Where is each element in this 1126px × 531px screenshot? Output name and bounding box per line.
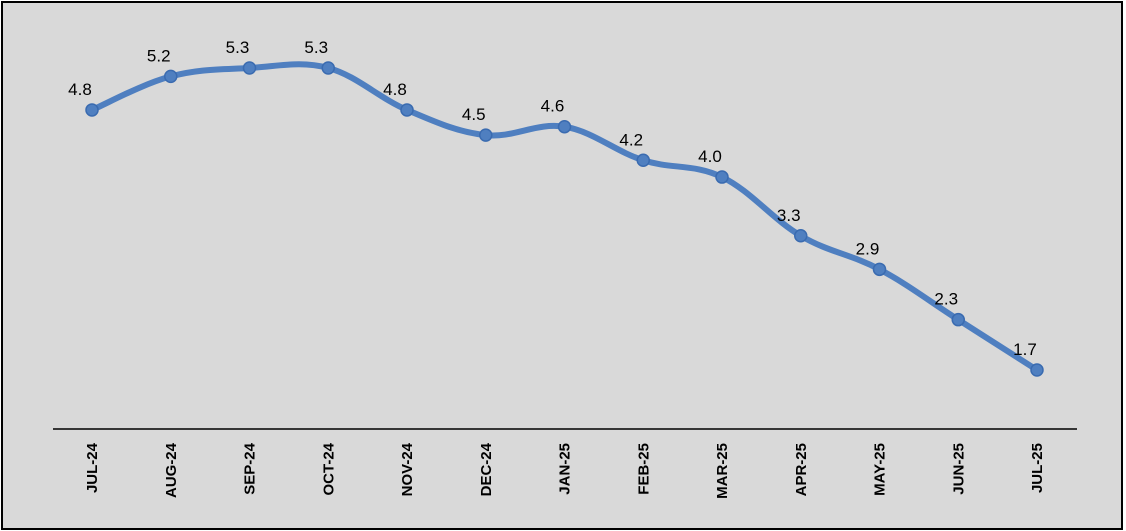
- data-label-sep-24: 5.3: [226, 38, 250, 57]
- data-label-nov-24: 4.8: [383, 80, 407, 99]
- data-point-may-25: [872, 262, 887, 277]
- data-labels: 4.8 5.2 5.3 5.3 4.8 4.5 4.6 4.2 4.0 3.3 2.9 2.3 1.7: [68, 38, 1037, 359]
- data-label-jul-25: 1.7: [1013, 340, 1037, 359]
- data-point-feb-25: [636, 153, 650, 168]
- data-label-jun-25: 2.3: [934, 290, 958, 309]
- x-tick-label-feb-25: FEB-25: [635, 443, 652, 495]
- x-axis-ticks: JUL-24 AUG-24 SEP-24 OCT-24 NOV-24 DEC-24 JAN-…: [84, 442, 1046, 499]
- data-point-oct-24: [321, 61, 335, 75]
- data-markers: [85, 61, 1044, 377]
- x-tick-label-nov-24: NOV-24: [399, 442, 416, 496]
- data-point-mar-25: [715, 170, 729, 184]
- data-label-oct-24: 5.3: [304, 38, 328, 57]
- data-label-aug-24: 5.2: [147, 46, 171, 65]
- data-point-dec-24: [479, 128, 493, 142]
- data-point-apr-25: [794, 229, 808, 243]
- data-point-jul-24: [85, 103, 99, 117]
- x-tick-label-apr-25: APR-25: [793, 443, 810, 496]
- data-point-nov-24: [400, 103, 414, 117]
- x-tick-label-jan-25: JAN-25: [557, 443, 574, 495]
- x-tick-label-mar-25: MAR-25: [714, 443, 731, 499]
- x-tick-label-jun-25: JUN-25: [950, 443, 967, 495]
- data-point-jul-25: [1030, 363, 1044, 377]
- line-chart: JUL-24 AUG-24 SEP-24 OCT-24 NOV-24 DEC-24 JAN-…: [53, 38, 1077, 499]
- data-label-mar-25: 4.0: [698, 147, 722, 166]
- x-tick-label-jul-25: JUL-25: [1029, 443, 1046, 493]
- data-label-feb-25: 4.2: [619, 130, 643, 149]
- data-point-sep-24: [242, 61, 257, 75]
- x-tick-label-jul-24: JUL-24: [84, 442, 101, 493]
- data-point-jan-25: [557, 119, 572, 134]
- data-point-aug-24: [164, 69, 178, 84]
- x-tick-label-aug-24: AUG-24: [163, 442, 180, 498]
- x-tick-label-dec-24: DEC-24: [478, 442, 495, 496]
- data-label-jul-24: 4.8: [68, 80, 92, 99]
- series-line: [89, 61, 1040, 373]
- x-tick-label-oct-24: OCT-24: [320, 442, 337, 495]
- data-label-may-25: 2.9: [856, 239, 880, 258]
- data-label-apr-25: 3.3: [777, 206, 801, 225]
- data-label-dec-24: 4.5: [462, 105, 486, 124]
- data-label-jan-25: 4.6: [541, 97, 565, 116]
- data-point-jun-25: [951, 312, 965, 327]
- x-tick-label-sep-24: SEP-24: [242, 442, 259, 494]
- x-tick-label-may-25: MAY-25: [872, 443, 889, 496]
